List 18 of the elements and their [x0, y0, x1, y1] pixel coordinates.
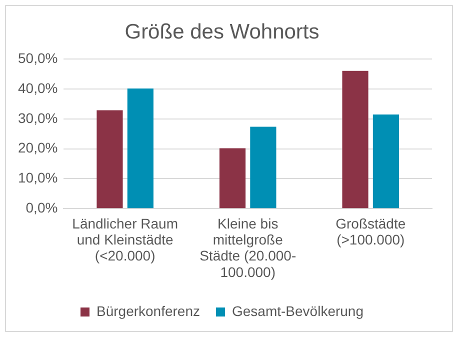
y-tick-label: 40,0% [18, 80, 58, 96]
bar [342, 70, 368, 208]
y-tick-label: 20,0% [18, 140, 58, 156]
x-tick-label: Großstädte (>100.000) [336, 216, 406, 248]
x-tick-label: Ländlicher Raum und Kleinstädte (<20.000) [72, 216, 178, 264]
y-tick-label: 50,0% [18, 50, 58, 66]
y-tick-label: 30,0% [18, 110, 58, 126]
bar [219, 148, 246, 208]
y-tick-label: 0,0% [26, 199, 58, 216]
chart-title: Größe des Wohnorts [124, 20, 320, 44]
legend-label: Bürgerkonferenz [96, 302, 200, 319]
bar [250, 126, 276, 208]
bar [127, 88, 154, 208]
legend-label: Gesamt-Bevölkerung [232, 302, 364, 319]
x-tick-label: Kleine bis mittelgroße Städte (20.000-100.000) [200, 216, 296, 280]
bar [96, 110, 123, 208]
y-tick-label: 10,0% [18, 170, 58, 186]
bar [372, 114, 400, 208]
